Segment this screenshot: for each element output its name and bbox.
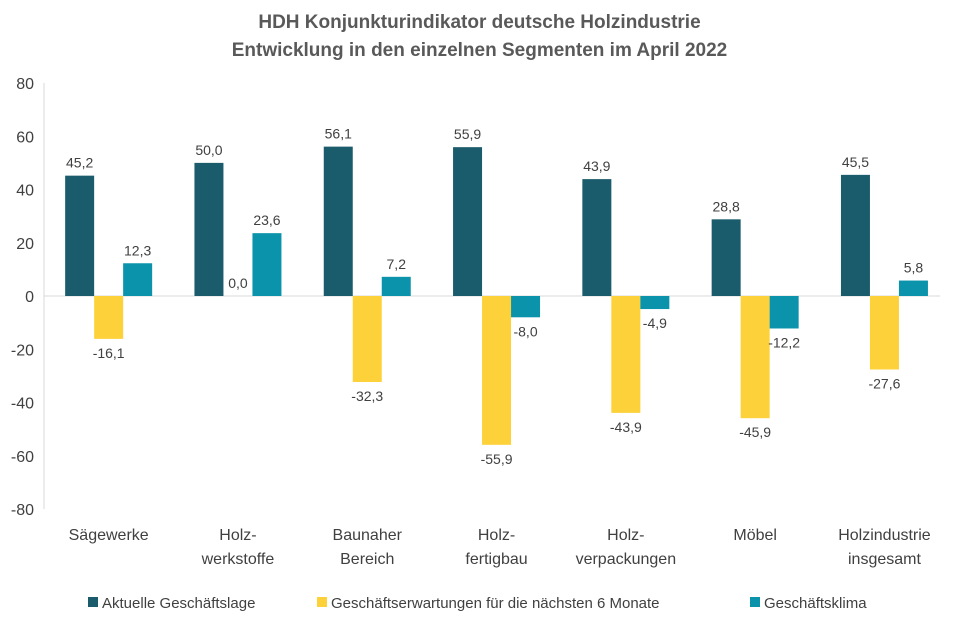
y-tick-label: 40 — [16, 183, 34, 200]
data-label: 0,0 — [228, 275, 248, 291]
data-label: 56,1 — [325, 126, 352, 142]
bar-series-1 — [194, 162, 224, 296]
data-label: -4,9 — [643, 315, 667, 331]
data-label: -12,2 — [768, 334, 800, 350]
data-label: 45,5 — [842, 154, 869, 170]
data-labels: 45,2 -16,1 12,3 50,0 0,0 23,6 56,1 -32,3 7,2 55,9… — [66, 126, 923, 467]
bar-series-3 — [898, 280, 928, 296]
y-axis: 80 60 40 20 0 -20 -40 -60 -80 — [11, 76, 940, 519]
bar-series-1 — [582, 179, 612, 296]
data-label: 28,8 — [713, 198, 740, 214]
bar-series-1 — [840, 174, 870, 296]
bar-series-3 — [252, 233, 282, 296]
y-tick-label: -20 — [11, 342, 34, 359]
bar-series-1 — [453, 147, 483, 296]
bar-series-3 — [769, 296, 799, 329]
category-label: Holz- — [607, 527, 644, 544]
legend-swatch — [88, 597, 98, 607]
bar-series-3 — [381, 276, 411, 296]
y-tick-label: 80 — [16, 76, 34, 93]
bar-series-2 — [611, 296, 641, 413]
legend-swatch — [750, 597, 760, 607]
legend-label: Geschäftsklima — [764, 595, 867, 612]
x-axis-labels: Sägewerke Holz-werkstoffe Baunaher Bereich H… — [69, 527, 931, 568]
y-tick-label: 60 — [16, 129, 34, 146]
bar-series-1 — [711, 219, 741, 296]
data-label: -45,9 — [739, 424, 771, 440]
bar-series-2 — [352, 296, 382, 382]
y-tick-label: 20 — [16, 236, 34, 253]
y-tick-label: -60 — [11, 449, 34, 466]
data-label: -32,3 — [351, 388, 383, 404]
data-label: -55,9 — [481, 451, 513, 467]
data-label: 7,2 — [387, 256, 407, 272]
category-label: Bereich — [340, 551, 394, 568]
chart-title: HDH Konjunkturindikator deutsche Holzind… — [232, 12, 728, 61]
category-label: Holz- — [478, 527, 515, 544]
data-label: -27,6 — [868, 375, 900, 391]
data-label: 12,3 — [124, 242, 151, 258]
y-tick-label: -40 — [11, 396, 34, 413]
legend-label: Aktuelle Geschäftslage — [102, 595, 255, 612]
y-tick-label: 0 — [25, 289, 34, 306]
bar-series-1 — [65, 175, 95, 296]
bar-series-2 — [869, 296, 899, 370]
data-label: 45,2 — [66, 155, 93, 171]
bar-series-2 — [740, 296, 770, 419]
category-label: Holz- — [219, 527, 256, 544]
chart-title-line: Entwicklung in den einzelnen Segmenten i… — [232, 40, 728, 61]
bar-series-2 — [482, 296, 512, 445]
data-label: -43,9 — [610, 419, 642, 435]
data-label: 50,0 — [195, 142, 222, 158]
category-label: Holzindustrie — [838, 527, 931, 544]
data-label: 55,9 — [454, 126, 481, 142]
category-label: verpackungen — [576, 551, 677, 568]
bar-series-1 — [323, 146, 353, 296]
bar-series-3 — [123, 263, 153, 296]
bar-series-3 — [511, 296, 541, 318]
bar-series-3 — [640, 296, 670, 310]
data-label: 5,8 — [904, 260, 924, 276]
category-label: Baunaher — [333, 527, 403, 544]
data-label: 23,6 — [253, 212, 280, 228]
data-label: -16,1 — [93, 345, 125, 361]
category-label: Sägewerke — [69, 527, 149, 544]
chart-title-line: HDH Konjunkturindikator deutsche Holzind… — [258, 12, 700, 33]
category-label: werkstoffe — [201, 551, 275, 568]
category-label: insgesamt — [848, 551, 921, 568]
bar-series-2 — [94, 296, 124, 339]
data-label: 43,9 — [583, 158, 610, 174]
legend-swatch — [317, 597, 327, 607]
category-label: fertigbau — [465, 551, 527, 568]
y-tick-label: -80 — [11, 502, 34, 519]
category-label: Möbel — [733, 527, 777, 544]
legend-label: Geschäftserwartungen für die nächsten 6 … — [331, 595, 660, 612]
bars — [65, 146, 928, 445]
legend: Aktuelle Geschäftslage Geschäftserwartung… — [88, 595, 867, 612]
data-label: -8,0 — [513, 323, 537, 339]
